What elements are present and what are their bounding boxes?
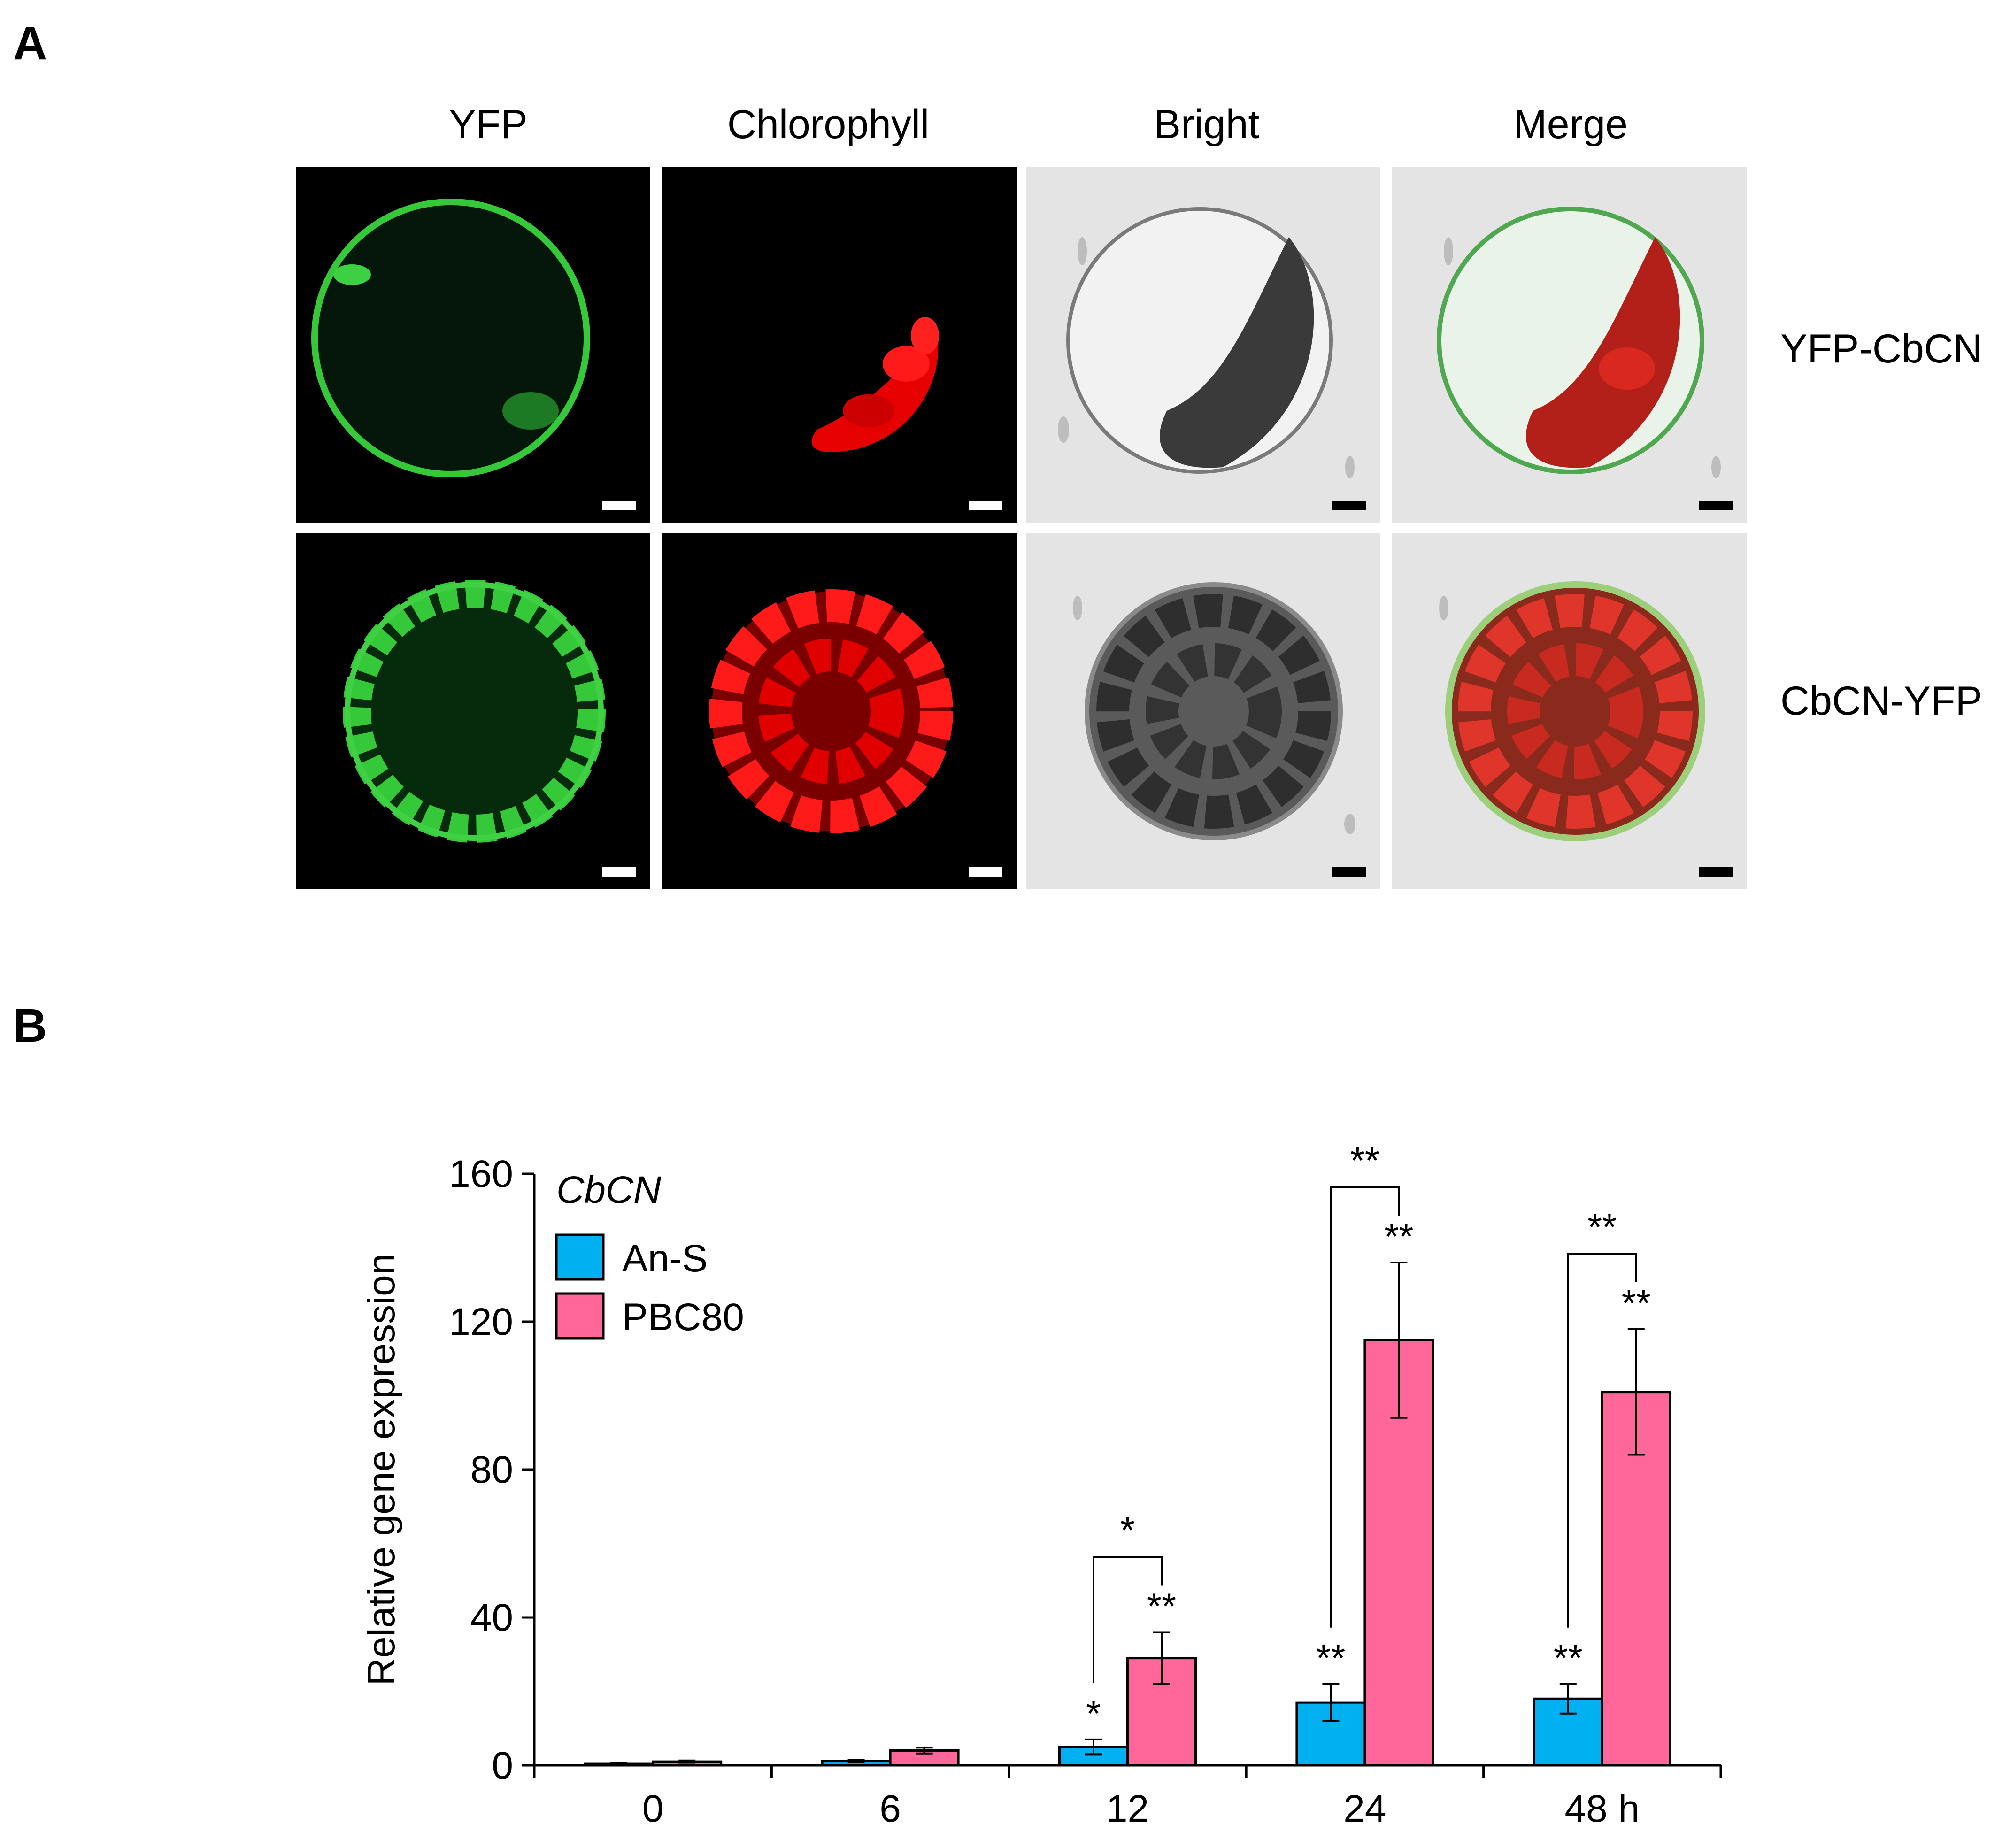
micrograph-bright-row2 <box>1026 533 1380 889</box>
significance-label: * <box>1086 1693 1101 1734</box>
y-tick-label: 80 <box>470 1448 513 1491</box>
y-tick-label: 160 <box>449 1153 513 1195</box>
significance-label: ** <box>1554 1637 1583 1679</box>
significance-label: ** <box>1622 1282 1651 1324</box>
legend-swatch-PBC80 <box>555 1292 605 1340</box>
micrograph-yfp-row1 <box>296 167 650 523</box>
x-tick-label: 48 h <box>1564 1787 1640 1830</box>
legend-label: An-S <box>622 1237 708 1280</box>
panel-b-letter: B <box>13 1000 47 1052</box>
scale-bar <box>969 867 1002 877</box>
micrograph-merge-row2 <box>1392 533 1747 889</box>
scale-bar <box>602 501 636 510</box>
x-tick-label: 12 <box>1106 1787 1149 1830</box>
panel-a-letter: A <box>13 17 47 69</box>
scale-bar <box>1699 501 1733 510</box>
row-label-yfp-cbcn: YFP-CbCN <box>1780 326 1983 371</box>
comparison-label: * <box>1120 1509 1135 1551</box>
micrograph-chlorophyll-row2 <box>662 533 1017 889</box>
column-label-merge: Merge <box>1513 102 1628 147</box>
bar-chart: 0 40 80 120 160 0 6 12 24 48 h Relative gene expre… <box>360 1140 1722 1830</box>
column-label-chlorophyll: Chlorophyll <box>727 102 930 147</box>
micrograph-merge-row1 <box>1392 167 1747 523</box>
y-tick-label: 40 <box>470 1596 513 1639</box>
scale-bar <box>1699 867 1733 877</box>
micrograph-chlorophyll-row1 <box>662 167 1017 523</box>
x-tick-label: 6 <box>879 1787 901 1830</box>
comparison-bracket <box>1330 1186 1400 1628</box>
column-label-yfp: YFP <box>449 102 528 147</box>
scale-bar <box>1332 867 1366 877</box>
chart-title: CbCN <box>556 1169 662 1211</box>
column-label-bright: Bright <box>1154 102 1260 147</box>
x-tick-label: 0 <box>642 1787 664 1830</box>
micrograph-yfp-row2 <box>296 533 650 889</box>
scale-bar <box>1332 501 1366 510</box>
legend-swatch-An-S <box>555 1233 605 1281</box>
bar-PBC80-6 <box>889 1749 960 1767</box>
scale-bar <box>602 867 636 877</box>
micrograph-bright-row1 <box>1026 167 1380 523</box>
scale-bar <box>969 501 1002 510</box>
row-label-cbcn-yfp: CbCN-YFP <box>1780 678 1983 724</box>
legend-label: PBC80 <box>622 1296 744 1339</box>
comparison-label: ** <box>1587 1206 1617 1248</box>
significance-label: ** <box>1316 1637 1345 1679</box>
comparison-bracket <box>1567 1253 1637 1628</box>
y-tick-label: 120 <box>449 1301 513 1343</box>
y-tick-label: 0 <box>492 1744 513 1787</box>
comparison-bracket <box>1093 1556 1163 1683</box>
significance-label: ** <box>1384 1216 1413 1257</box>
y-axis-label: Relative gene expression <box>360 1254 403 1686</box>
significance-label: ** <box>1147 1586 1176 1627</box>
comparison-label: ** <box>1350 1140 1379 1181</box>
x-tick-label: 24 <box>1343 1787 1386 1830</box>
